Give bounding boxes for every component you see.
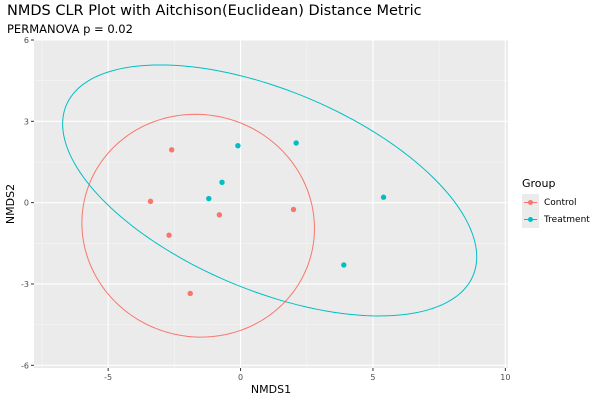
point-treatment [235,143,241,149]
legend-dot-control [528,200,533,205]
point-treatment [293,140,299,146]
plot-panel [34,40,508,368]
legend-item-control: Control [522,194,590,211]
legend-key-control [522,194,539,211]
y-tick-label: 6 [24,36,29,45]
y-tick-label: 0 [24,199,29,208]
point-control [216,212,223,218]
chart-subtitle: PERMANOVA p = 0.02 [7,22,133,36]
ellipse-treatment [62,64,478,317]
legend-key-treatment [522,211,539,228]
x-tick-label: 0 [238,373,243,382]
legend-dot-treatment [528,217,533,222]
x-axis-label: NMDS1 [251,383,291,396]
point-treatment [341,262,347,268]
point-treatment [206,195,212,202]
legend-title: Group [522,177,556,190]
x-axis-ticks: -5 0 5 10 [104,368,510,382]
point-treatment [380,194,387,200]
y-tick-label: -3 [21,280,29,289]
legend-item-treatment: Treatment [522,211,590,228]
legend: Group Control Treatment [522,177,590,228]
chart-title: NMDS CLR Plot with Aitchison(Euclidean) … [7,3,422,19]
x-tick-label: -5 [104,373,112,382]
legend-label-control: Control [544,197,577,208]
ellipse-control [81,113,315,338]
point-control [290,206,297,213]
y-axis-ticks: -6 -3 0 3 6 [21,36,34,370]
y-tick-label: 3 [24,117,29,126]
legend-label-treatment: Treatment [544,214,590,225]
data-points [147,140,387,297]
grid-major [34,39,508,368]
point-control [147,198,154,204]
x-tick-label: 5 [370,373,375,382]
point-treatment [219,179,225,186]
point-control [168,147,175,153]
point-control [166,232,172,238]
x-tick-label: 10 [500,373,510,382]
y-axis-label: NMDS2 [4,184,17,224]
y-tick-label: -6 [21,361,29,370]
grid-minor [34,40,508,368]
point-control [187,290,193,297]
confidence-ellipses [62,64,478,338]
